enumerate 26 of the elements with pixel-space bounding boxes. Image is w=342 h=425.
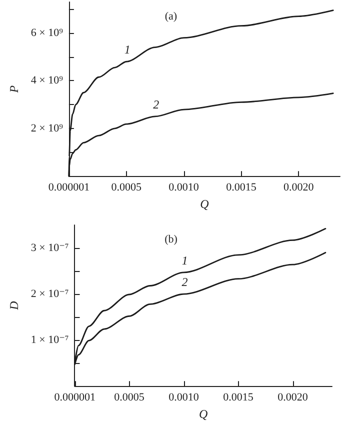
- x-axis-title: Q: [200, 197, 210, 211]
- x-tick-label: 0.0010: [168, 182, 200, 194]
- series-label: 1: [182, 253, 188, 268]
- x-tick-label: 0.000001: [54, 392, 96, 404]
- text: (b): [164, 234, 178, 246]
- y-tick-label: 2 × 10⁹: [30, 122, 64, 134]
- y-tick-label: 1 × 10⁻⁷: [30, 334, 69, 346]
- series-label: 2: [182, 275, 188, 290]
- x-tick-label: 0.000001: [48, 182, 90, 194]
- y-tick-label: 3 × 10⁻⁷: [30, 242, 69, 254]
- y-tick-label: 2 × 10⁻⁷: [30, 288, 69, 300]
- x-axis-title: Q: [199, 407, 208, 421]
- series-label: 1: [124, 42, 130, 57]
- y-axis-title: P: [7, 84, 21, 94]
- x-tick-label: 0.0020: [278, 392, 308, 404]
- x-tick-label: 0.0005: [111, 182, 142, 194]
- y-tick-label: 4 × 10⁹: [30, 74, 64, 87]
- x-tick-label: 0.0015: [226, 182, 257, 194]
- series-label: 2: [153, 97, 160, 112]
- x-tick-label: 0.0005: [114, 392, 145, 404]
- text: (a): [164, 10, 178, 22]
- x-tick-label: 0.0010: [168, 392, 200, 404]
- y-tick-label: 6 × 10⁹: [30, 27, 64, 40]
- x-tick-label: 0.0015: [223, 392, 254, 404]
- y-axis-title: D: [7, 300, 21, 311]
- x-tick-label: 0.0020: [284, 182, 314, 194]
